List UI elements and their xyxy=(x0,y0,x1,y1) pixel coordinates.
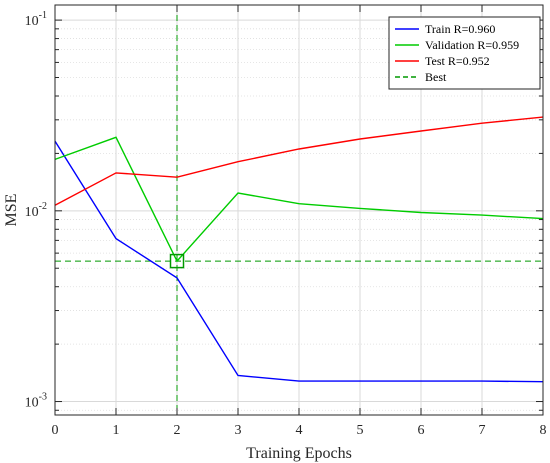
legend-label-0: Train R=0.960 xyxy=(425,22,495,36)
x-tick-label: 5 xyxy=(357,423,364,438)
x-tick-label: 3 xyxy=(235,423,242,438)
axes: 10-110-210-30 1 2 3 4 5 6 7 8 xyxy=(25,5,547,438)
x-axis-label: Training Epochs xyxy=(246,445,352,462)
y-tick-label: 10-1 xyxy=(25,10,47,29)
legend-label-3: Best xyxy=(425,70,447,84)
y-tick-base: 10 xyxy=(25,14,39,29)
x-tick-label: 0 xyxy=(52,423,59,438)
legend: Train R=0.960 Validation R=0.959 Test R=0.… xyxy=(388,16,541,90)
y-tick-label: 10-2 xyxy=(25,201,47,220)
y-tick-base: 10 xyxy=(25,205,39,220)
legend-label-2: Test R=0.952 xyxy=(425,54,490,68)
x-tick-label: 4 xyxy=(296,423,303,438)
series-line-1 xyxy=(54,136,544,263)
x-tick-label: 6 xyxy=(418,423,425,438)
y-tick-exponent: -3 xyxy=(39,392,47,403)
x-tick-label: 7 xyxy=(479,423,486,438)
y-axis-label: MSE xyxy=(3,194,20,227)
y-tick-exponent: -1 xyxy=(39,10,47,21)
x-tick-label: 1 xyxy=(113,423,120,438)
series-layer xyxy=(54,5,544,415)
y-tick-exponent: -2 xyxy=(39,201,47,212)
legend-label-1: Validation R=0.959 xyxy=(425,38,519,52)
y-tick-base: 10 xyxy=(25,396,39,411)
x-tick-label: 2 xyxy=(174,423,181,438)
x-tick-label: 8 xyxy=(540,423,547,438)
series-line-0 xyxy=(54,140,544,383)
y-tick-label: 10-3 xyxy=(25,392,47,411)
best-marker xyxy=(169,253,185,269)
series-line-2 xyxy=(54,116,544,206)
